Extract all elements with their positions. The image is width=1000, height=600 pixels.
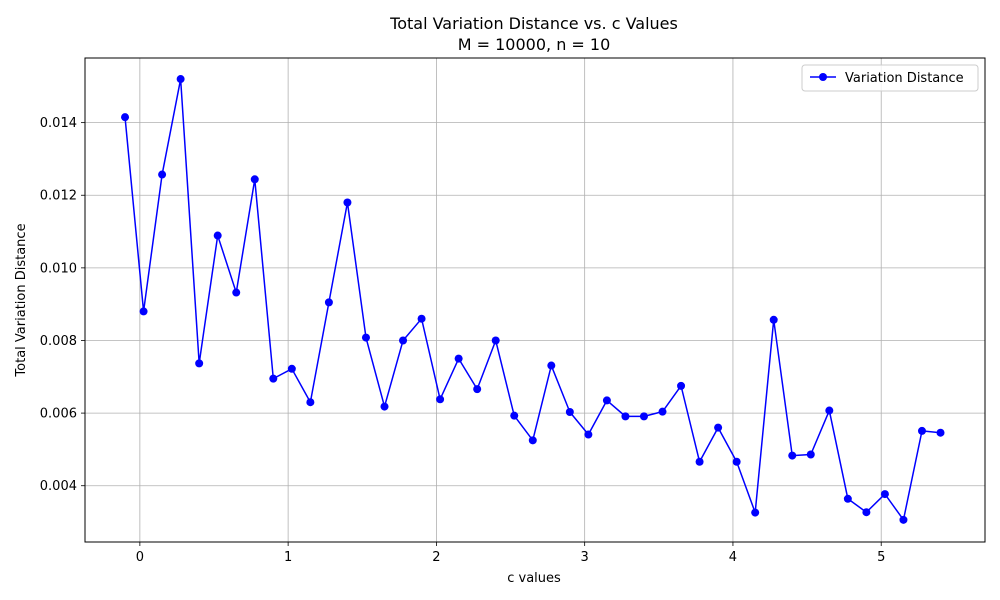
data-point <box>195 359 204 368</box>
chart-subtitle: M = 10000, n = 10 <box>458 35 611 54</box>
x-tick-label: 3 <box>581 550 589 565</box>
data-point <box>899 515 908 524</box>
y-tick-label: 0.012 <box>40 189 77 204</box>
data-point <box>324 298 333 307</box>
y-tick-label: 0.008 <box>40 334 77 349</box>
grid-lines <box>85 58 985 542</box>
data-point <box>732 457 741 466</box>
data-point <box>843 494 852 503</box>
data-point <box>473 385 482 394</box>
data-point <box>880 490 889 499</box>
data-point <box>658 407 667 416</box>
data-point <box>139 307 148 316</box>
data-point <box>232 288 241 297</box>
data-point <box>547 361 556 370</box>
plot-frame <box>84 57 986 543</box>
x-axis-label: c values <box>507 571 561 586</box>
data-point <box>621 412 630 421</box>
y-tick-label: 0.014 <box>40 116 77 131</box>
data-point <box>565 408 574 417</box>
data-point <box>380 402 389 411</box>
x-tick-label: 2 <box>432 550 440 565</box>
data-point <box>436 395 445 404</box>
legend-label: Variation Distance <box>845 71 964 86</box>
data-point <box>306 398 315 407</box>
data-point <box>751 508 760 517</box>
y-tick-label: 0.006 <box>40 407 77 422</box>
series-layer <box>121 75 945 524</box>
data-point <box>343 198 352 207</box>
y-tick-label: 0.010 <box>40 261 77 276</box>
x-tick-label: 4 <box>729 550 737 565</box>
data-point <box>491 336 500 345</box>
data-point <box>121 113 130 122</box>
data-point <box>862 508 871 517</box>
data-point <box>677 381 686 390</box>
legend-marker-swatch <box>819 73 827 81</box>
data-point <box>769 315 778 324</box>
x-tick-label: 1 <box>284 550 292 565</box>
y-tick-label: 0.004 <box>40 479 77 494</box>
data-point <box>936 428 945 437</box>
data-point <box>287 364 296 373</box>
data-point <box>714 423 723 432</box>
data-point <box>639 412 648 421</box>
data-point <box>528 436 537 445</box>
data-point <box>176 75 185 84</box>
data-point <box>361 333 370 342</box>
x-tick-label: 5 <box>877 550 885 565</box>
data-point <box>825 406 834 415</box>
data-point <box>806 450 815 459</box>
data-point <box>158 170 167 179</box>
x-tick-label: 0 <box>136 550 144 565</box>
data-point <box>399 336 408 345</box>
data-point <box>602 396 611 405</box>
data-point <box>269 374 278 383</box>
data-point <box>695 457 704 466</box>
data-point <box>417 314 426 323</box>
data-point <box>213 231 222 240</box>
data-point <box>584 430 593 439</box>
chart-title: Total Variation Distance vs. c Values <box>389 14 678 33</box>
axis-ticks: 0 1 2 3 4 5 0.004 0.006 0.008 0.010 0.012 0.014 <box>40 116 886 565</box>
data-point <box>454 354 463 363</box>
data-point <box>788 451 797 460</box>
data-point <box>250 175 259 184</box>
data-point <box>510 411 519 420</box>
data-point <box>917 426 926 435</box>
series-line <box>124 78 941 521</box>
legend-box <box>801 64 979 92</box>
y-axis-label: Total Variation Distance <box>14 223 29 377</box>
legend: Variation Distance <box>801 64 979 92</box>
